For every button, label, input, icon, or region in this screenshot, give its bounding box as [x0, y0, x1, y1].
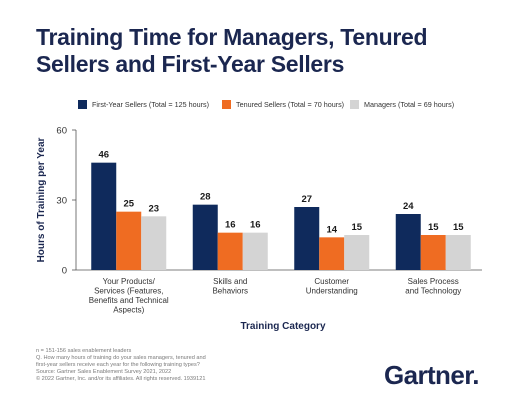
bar-data-label: 25 — [123, 199, 134, 210]
x-axis-label: Training Category — [240, 321, 325, 332]
legend-label-managers: Managers (Total = 69 hours) — [364, 100, 455, 109]
bar-data-label: 24 — [403, 201, 414, 212]
x-tick-label: Customer — [314, 277, 349, 286]
bar-data-label: 28 — [200, 192, 211, 203]
bar-data-label: 15 — [351, 222, 362, 233]
y-tick-label: 60 — [56, 126, 67, 137]
logo-dot-icon: . — [472, 360, 479, 390]
bar — [242, 232, 268, 270]
legend-label-first-year: First-Year Sellers (Total = 125 hours) — [92, 100, 209, 109]
x-tick-label: Your Products/ — [103, 277, 156, 286]
gartner-logo: Gartner. — [384, 360, 479, 391]
bar — [116, 211, 142, 270]
bar-data-label: 16 — [225, 220, 236, 231]
y-tick-label: 30 — [56, 196, 67, 207]
bar-data-label: 23 — [148, 203, 159, 214]
bar-data-label: 14 — [326, 224, 337, 235]
legend-label-tenured: Tenured Sellers (Total = 70 hours) — [236, 100, 345, 109]
bar — [294, 207, 320, 270]
legend-swatch-first-year — [78, 100, 87, 109]
bar — [91, 162, 117, 270]
legend-swatch-managers — [350, 100, 359, 109]
bar — [395, 214, 421, 270]
x-tick-label: Services (Features, — [94, 287, 163, 296]
footnote-line: © 2022 Gartner, Inc. and/or its affiliat… — [36, 376, 206, 382]
x-tick-label: Benefits and Technical — [89, 296, 169, 305]
y-tick-label: 0 — [62, 266, 67, 277]
chart-legend: First-Year Sellers (Total = 125 hours) T… — [78, 100, 508, 112]
bar — [319, 237, 345, 270]
footnote-line: Source: Gartner Sales Enablement Survey … — [36, 369, 172, 375]
bar — [445, 235, 471, 270]
bar — [217, 232, 243, 270]
legend-item-managers: Managers (Total = 69 hours) — [350, 100, 454, 109]
x-tick-label: and Technology — [405, 287, 461, 296]
x-tick-label: Behaviors — [212, 287, 248, 296]
x-tick-label: Skills and — [213, 277, 247, 286]
chart-title-line-1: Training Time for Managers, Tenured — [36, 24, 428, 50]
x-tick-label: Aspects) — [113, 306, 144, 315]
plot-area: 0 30 60 Hours of Training per Year 46 25 23 You… — [36, 126, 482, 332]
legend-swatch-tenured — [222, 100, 231, 109]
bar — [420, 235, 446, 270]
bar-data-label: 46 — [98, 150, 109, 161]
footnote-line: first-year sellers receive each year for… — [36, 362, 200, 368]
footnote-line: n = 151-156 sales enablement leaders — [36, 348, 132, 354]
bar-data-label: 15 — [453, 222, 464, 233]
bar-data-label: 27 — [301, 194, 312, 205]
x-tick-label: Sales Process — [408, 277, 459, 286]
bar-data-label: 16 — [250, 220, 261, 231]
gartner-logo-text: Gartner — [384, 360, 473, 390]
bar — [192, 204, 218, 270]
x-tick-label: Understanding — [306, 287, 358, 296]
legend-item-tenured: Tenured Sellers (Total = 70 hours) — [222, 100, 344, 109]
bar — [344, 235, 370, 270]
bar — [141, 216, 167, 270]
bar-data-label: 15 — [428, 222, 439, 233]
footnote: n = 151-156 sales enablement leaders Q. … — [36, 348, 336, 383]
legend-item-first-year: First-Year Sellers (Total = 125 hours) — [78, 100, 209, 109]
y-axis-label: Hours of Training per Year — [36, 137, 47, 262]
footnote-line: Q. How many hours of training do your sa… — [36, 355, 206, 361]
chart-title: Training Time for Managers, Tenured Sell… — [36, 24, 476, 78]
chart-title-line-2: Sellers and First-Year Sellers — [36, 51, 345, 77]
